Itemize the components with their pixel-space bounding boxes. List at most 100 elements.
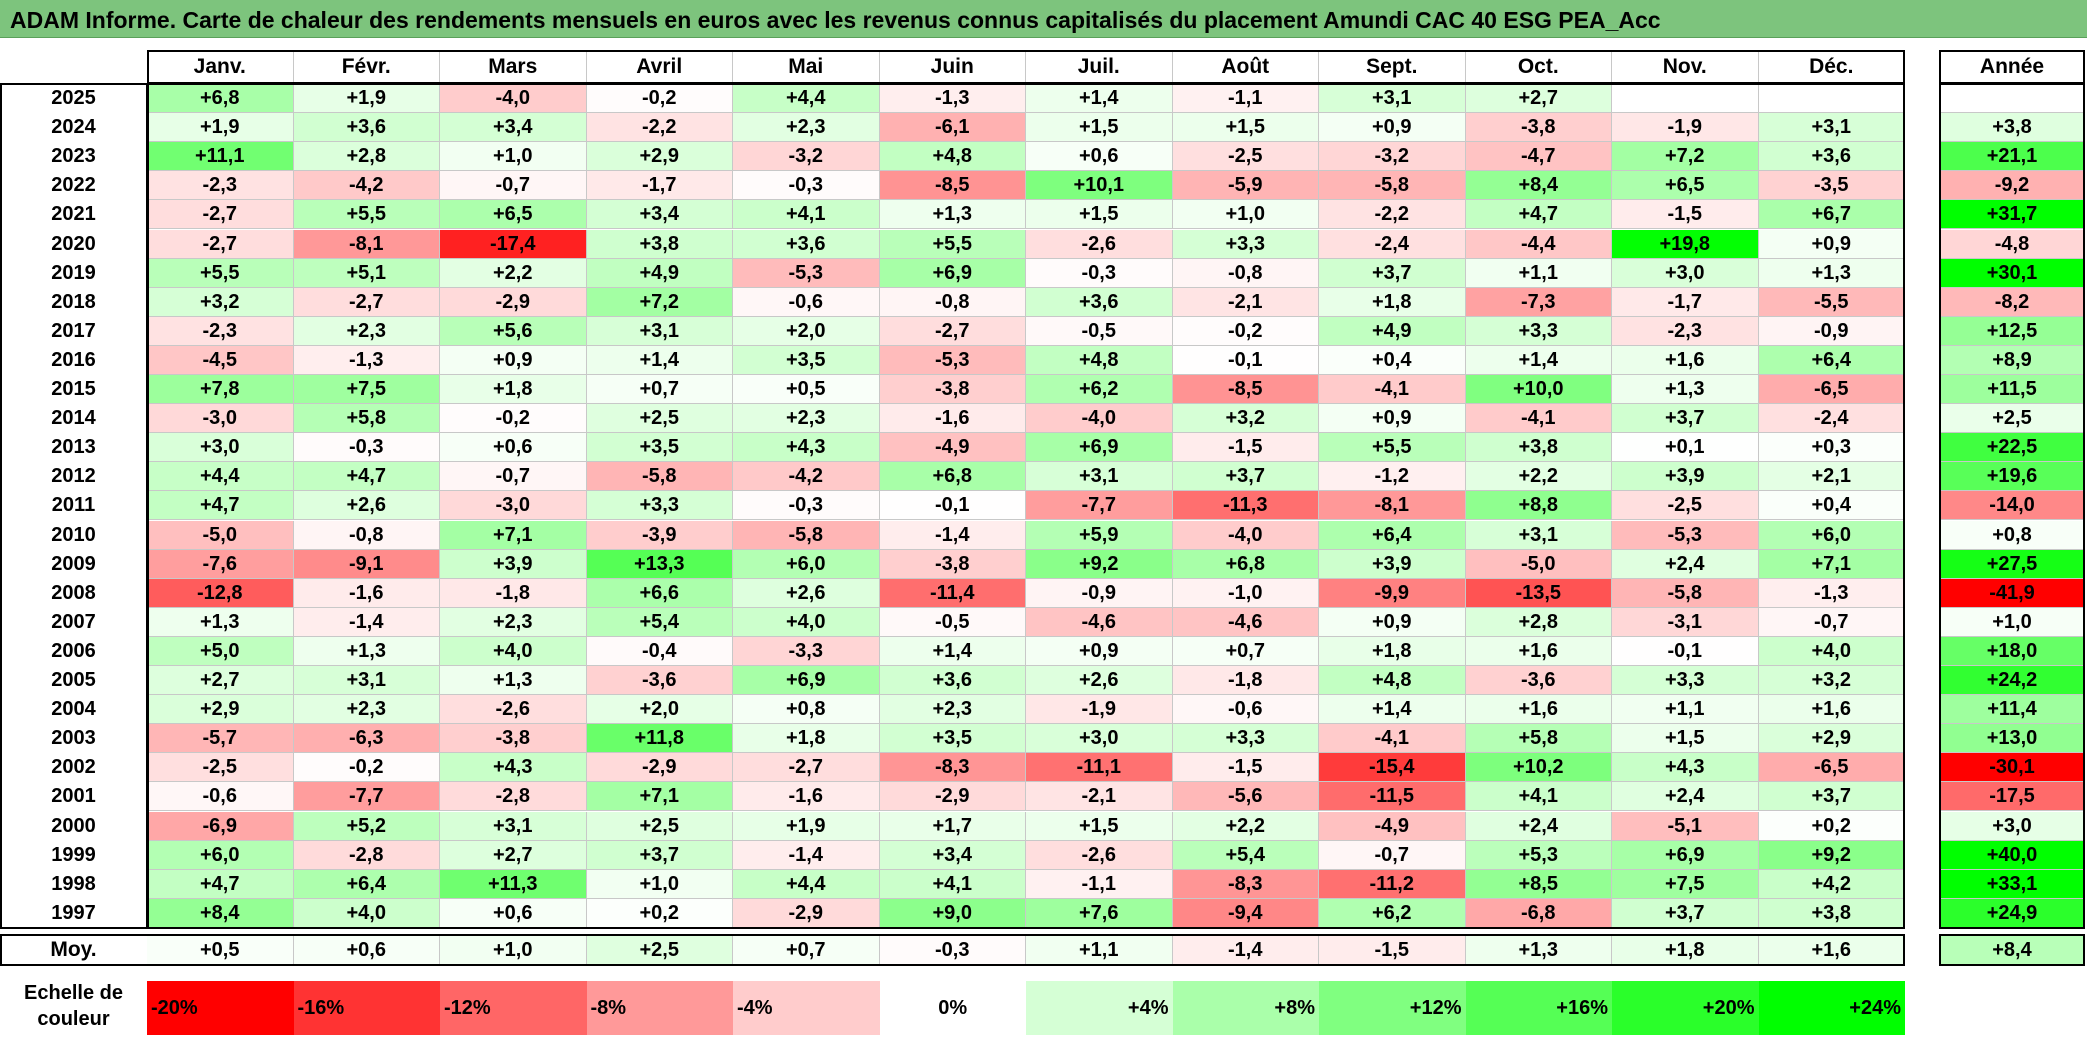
heatmap-cell: +7,5 bbox=[293, 375, 440, 405]
heatmap-cell: +2,5 bbox=[586, 811, 733, 841]
heatmap-cell: +6,0 bbox=[1758, 520, 1905, 550]
row-year-label: 2025 bbox=[0, 84, 147, 114]
heatmap-cell: +3,1 bbox=[586, 316, 733, 346]
heatmap-cell: -0,4 bbox=[586, 636, 733, 666]
color-scale-stop: +20% bbox=[1612, 981, 1759, 1035]
color-scale-stop: -16% bbox=[293, 981, 440, 1035]
heatmap-cell: +3,1 bbox=[1465, 520, 1612, 550]
heatmap-cell: +4,3 bbox=[733, 433, 880, 463]
heatmap-cell: -5,0 bbox=[147, 520, 294, 550]
heatmap-cell: -3,8 bbox=[879, 375, 1026, 405]
heatmap-cell: -8,5 bbox=[879, 171, 1026, 201]
heatmap-cell: +1,4 bbox=[1465, 345, 1612, 375]
heatmap-cell: +2,3 bbox=[879, 695, 1026, 725]
heatmap-cell: +2,3 bbox=[440, 607, 587, 637]
heatmap-cell: +3,8 bbox=[586, 229, 733, 259]
heatmap-cell: +0,6 bbox=[440, 898, 587, 928]
heatmap-cell: +7,2 bbox=[586, 287, 733, 317]
heatmap-cell: -0,2 bbox=[586, 84, 733, 114]
heatmap-cell: +0,4 bbox=[1758, 491, 1905, 521]
heatmap-cell: +4,7 bbox=[293, 462, 440, 492]
heatmap-cell: +1,3 bbox=[879, 200, 1026, 230]
heatmap-cell: +5,4 bbox=[586, 607, 733, 637]
heatmap-cell: -0,6 bbox=[733, 287, 880, 317]
heatmap-cell: -2,6 bbox=[440, 695, 587, 725]
heatmap-cell: +4,0 bbox=[440, 636, 587, 666]
heatmap-cell: +3,5 bbox=[586, 433, 733, 463]
heatmap-cell: +4,1 bbox=[733, 200, 880, 230]
row-year-label: 2014 bbox=[0, 404, 147, 434]
heatmap-cell: +0,4 bbox=[1319, 345, 1466, 375]
heatmap-cell: +0,1 bbox=[1612, 433, 1759, 463]
heatmap-cell: +1,5 bbox=[1026, 200, 1173, 230]
heatmap-cell: -2,9 bbox=[879, 782, 1026, 812]
heatmap-cell: +3,6 bbox=[1026, 287, 1173, 317]
heatmap-cell: -1,6 bbox=[293, 578, 440, 608]
heatmap-cell: +2,5 bbox=[586, 404, 733, 434]
heatmap-cell: -1,3 bbox=[879, 84, 1026, 114]
heatmap-cell: +4,4 bbox=[733, 84, 880, 114]
heatmap-cell: -5,8 bbox=[1319, 171, 1466, 201]
heatmap-cell: +2,0 bbox=[733, 316, 880, 346]
heatmap-cell: +1,3 bbox=[147, 607, 294, 637]
heatmap-cell: +3,7 bbox=[1319, 258, 1466, 288]
row-year-label: 2018 bbox=[0, 287, 147, 317]
annual-cell: -41,9 bbox=[1939, 578, 2085, 608]
color-scale-stop: +16% bbox=[1465, 981, 1612, 1035]
row-year-label: 2023 bbox=[0, 142, 147, 172]
heatmap-cell: +2,9 bbox=[147, 695, 294, 725]
heatmap-cell: +7,2 bbox=[1612, 142, 1759, 172]
row-year-label: 2003 bbox=[0, 724, 147, 754]
heatmap-cell: -0,1 bbox=[879, 491, 1026, 521]
heatmap-cell: +0,2 bbox=[586, 898, 733, 928]
heatmap-cell: -11,5 bbox=[1319, 782, 1466, 812]
heatmap-cell: +6,8 bbox=[879, 462, 1026, 492]
heatmap-cell: -5,6 bbox=[1172, 782, 1319, 812]
heatmap-cell: -3,0 bbox=[440, 491, 587, 521]
annual-cell: +11,4 bbox=[1939, 695, 2085, 725]
heatmap-cell: -7,7 bbox=[1026, 491, 1173, 521]
heatmap-cell: +2,8 bbox=[293, 142, 440, 172]
heatmap-cell: -4,2 bbox=[293, 171, 440, 201]
heatmap-cell: -2,8 bbox=[440, 782, 587, 812]
annual-cell: -9,2 bbox=[1939, 171, 2085, 201]
heatmap-cell: +2,3 bbox=[293, 316, 440, 346]
heatmap-cell: +3,1 bbox=[440, 811, 587, 841]
heatmap-cell: +3,7 bbox=[1612, 898, 1759, 928]
average-row-label: Moy. bbox=[0, 933, 147, 966]
heatmap-cell: +0,6 bbox=[1026, 142, 1173, 172]
heatmap-cell: +1,6 bbox=[1758, 695, 1905, 725]
heatmap-cell: -6,5 bbox=[1758, 753, 1905, 783]
heatmap-cell: +0,7 bbox=[586, 375, 733, 405]
heatmap-cell: +6,2 bbox=[1026, 375, 1173, 405]
heatmap-cell: -8,5 bbox=[1172, 375, 1319, 405]
heatmap-cell: -2,6 bbox=[1026, 229, 1173, 259]
heatmap-cell: -1,3 bbox=[293, 345, 440, 375]
heatmap-cell: -2,5 bbox=[1612, 491, 1759, 521]
heatmap-cell: -6,8 bbox=[1465, 898, 1612, 928]
heatmap-cell: +3,6 bbox=[879, 666, 1026, 696]
column-header: Nov. bbox=[1612, 50, 1759, 84]
heatmap-cell: +2,8 bbox=[1465, 607, 1612, 637]
heatmap-cell: -0,8 bbox=[879, 287, 1026, 317]
heatmap-cell: -1,1 bbox=[1026, 869, 1173, 899]
row-year-label: 2013 bbox=[0, 433, 147, 463]
year-column-header: Année bbox=[1939, 50, 2085, 84]
heatmap-cell: +3,7 bbox=[1172, 462, 1319, 492]
heatmap-cell: -7,7 bbox=[293, 782, 440, 812]
heatmap-cell: -12,8 bbox=[147, 578, 294, 608]
annual-cell: +0,8 bbox=[1939, 520, 2085, 550]
heatmap-cell: +1,5 bbox=[1172, 113, 1319, 143]
heatmap-cell: -2,7 bbox=[733, 753, 880, 783]
heatmap-cell: +7,5 bbox=[1612, 869, 1759, 899]
heatmap-cell: -5,8 bbox=[1612, 578, 1759, 608]
heatmap-cell: +13,3 bbox=[586, 549, 733, 579]
heatmap-cell: -5,8 bbox=[586, 462, 733, 492]
heatmap-cell: +4,9 bbox=[1319, 316, 1466, 346]
heatmap-cell: -5,0 bbox=[1465, 549, 1612, 579]
heatmap-cell: -1,4 bbox=[879, 520, 1026, 550]
row-year-label: 2000 bbox=[0, 811, 147, 841]
row-year-label: 2008 bbox=[0, 578, 147, 608]
heatmap-cell: -5,1 bbox=[1612, 811, 1759, 841]
heatmap-cell: -1,5 bbox=[1172, 753, 1319, 783]
